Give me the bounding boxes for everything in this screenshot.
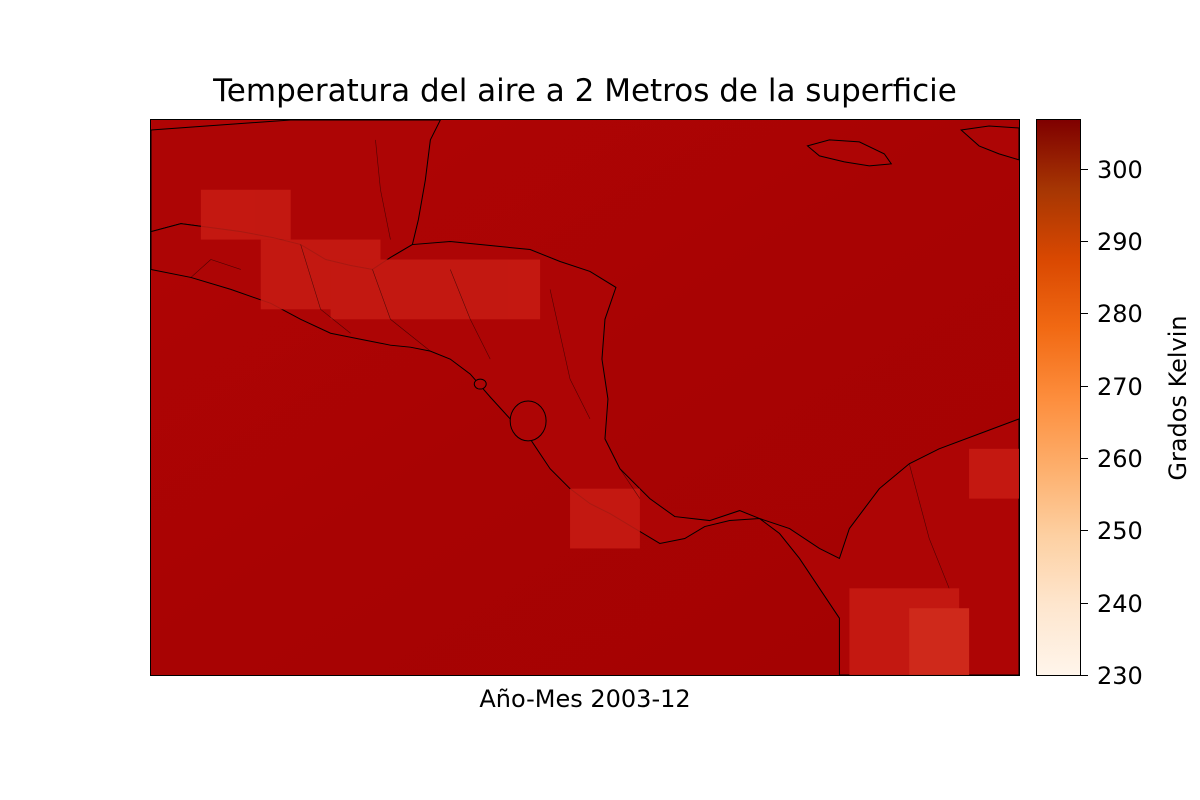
highland-patch (909, 608, 970, 675)
border-line (549, 289, 591, 420)
jamaica-island (806, 139, 893, 167)
border-line (300, 244, 351, 334)
lake-nicaragua (509, 400, 547, 442)
border-line (908, 463, 950, 589)
highland-patch (969, 448, 1019, 499)
border-line (190, 259, 241, 278)
highland-patch (570, 488, 640, 549)
colorbar-label: Grados Kelvin (1164, 315, 1192, 481)
colorbar-tick-label: 260 (1097, 444, 1143, 473)
colorbar-tick-mark (1081, 385, 1088, 387)
chart-title: Temperatura del aire a 2 Metros de la su… (213, 73, 957, 109)
border-line (372, 269, 431, 352)
central-america-landmass (151, 223, 1019, 675)
colorbar-ticks: 230 240 250 260 270 280 290 300 (1081, 119, 1151, 690)
map-panel (150, 119, 1020, 676)
colorbar-tick-mark (1081, 240, 1088, 242)
hispaniola-edge (959, 125, 1019, 161)
country-borders (190, 139, 950, 589)
map-svg (151, 120, 1019, 675)
colorbar-tick-mark (1081, 313, 1088, 315)
colorbar (1036, 119, 1081, 676)
colorbar-tick-label: 280 (1097, 300, 1143, 329)
colorbar-tick-label: 270 (1097, 372, 1143, 401)
colorbar-tick-label: 300 (1097, 155, 1143, 184)
x-axis-label: Año-Mes 2003-12 (479, 685, 691, 713)
highland-patch (200, 189, 291, 240)
colorbar-tick-label: 290 (1097, 227, 1143, 256)
colorbar-tick-label: 240 (1097, 589, 1143, 618)
border-line (619, 468, 641, 499)
colorbar-tick-label: 230 (1097, 662, 1143, 690)
border-line (450, 269, 491, 360)
colorbar-tick-mark (1081, 530, 1088, 532)
colorbar-tick-mark (1081, 457, 1088, 459)
colorbar-tick-mark (1081, 675, 1088, 676)
colorbar-tick-mark (1081, 168, 1088, 170)
lakes (473, 378, 547, 442)
lake-managua (473, 378, 487, 390)
colorbar-tick-label: 250 (1097, 517, 1143, 546)
highland-patch (330, 259, 541, 320)
border-line (375, 139, 391, 240)
highland-patches (200, 189, 1019, 675)
colorbar-tick-mark (1081, 602, 1088, 604)
